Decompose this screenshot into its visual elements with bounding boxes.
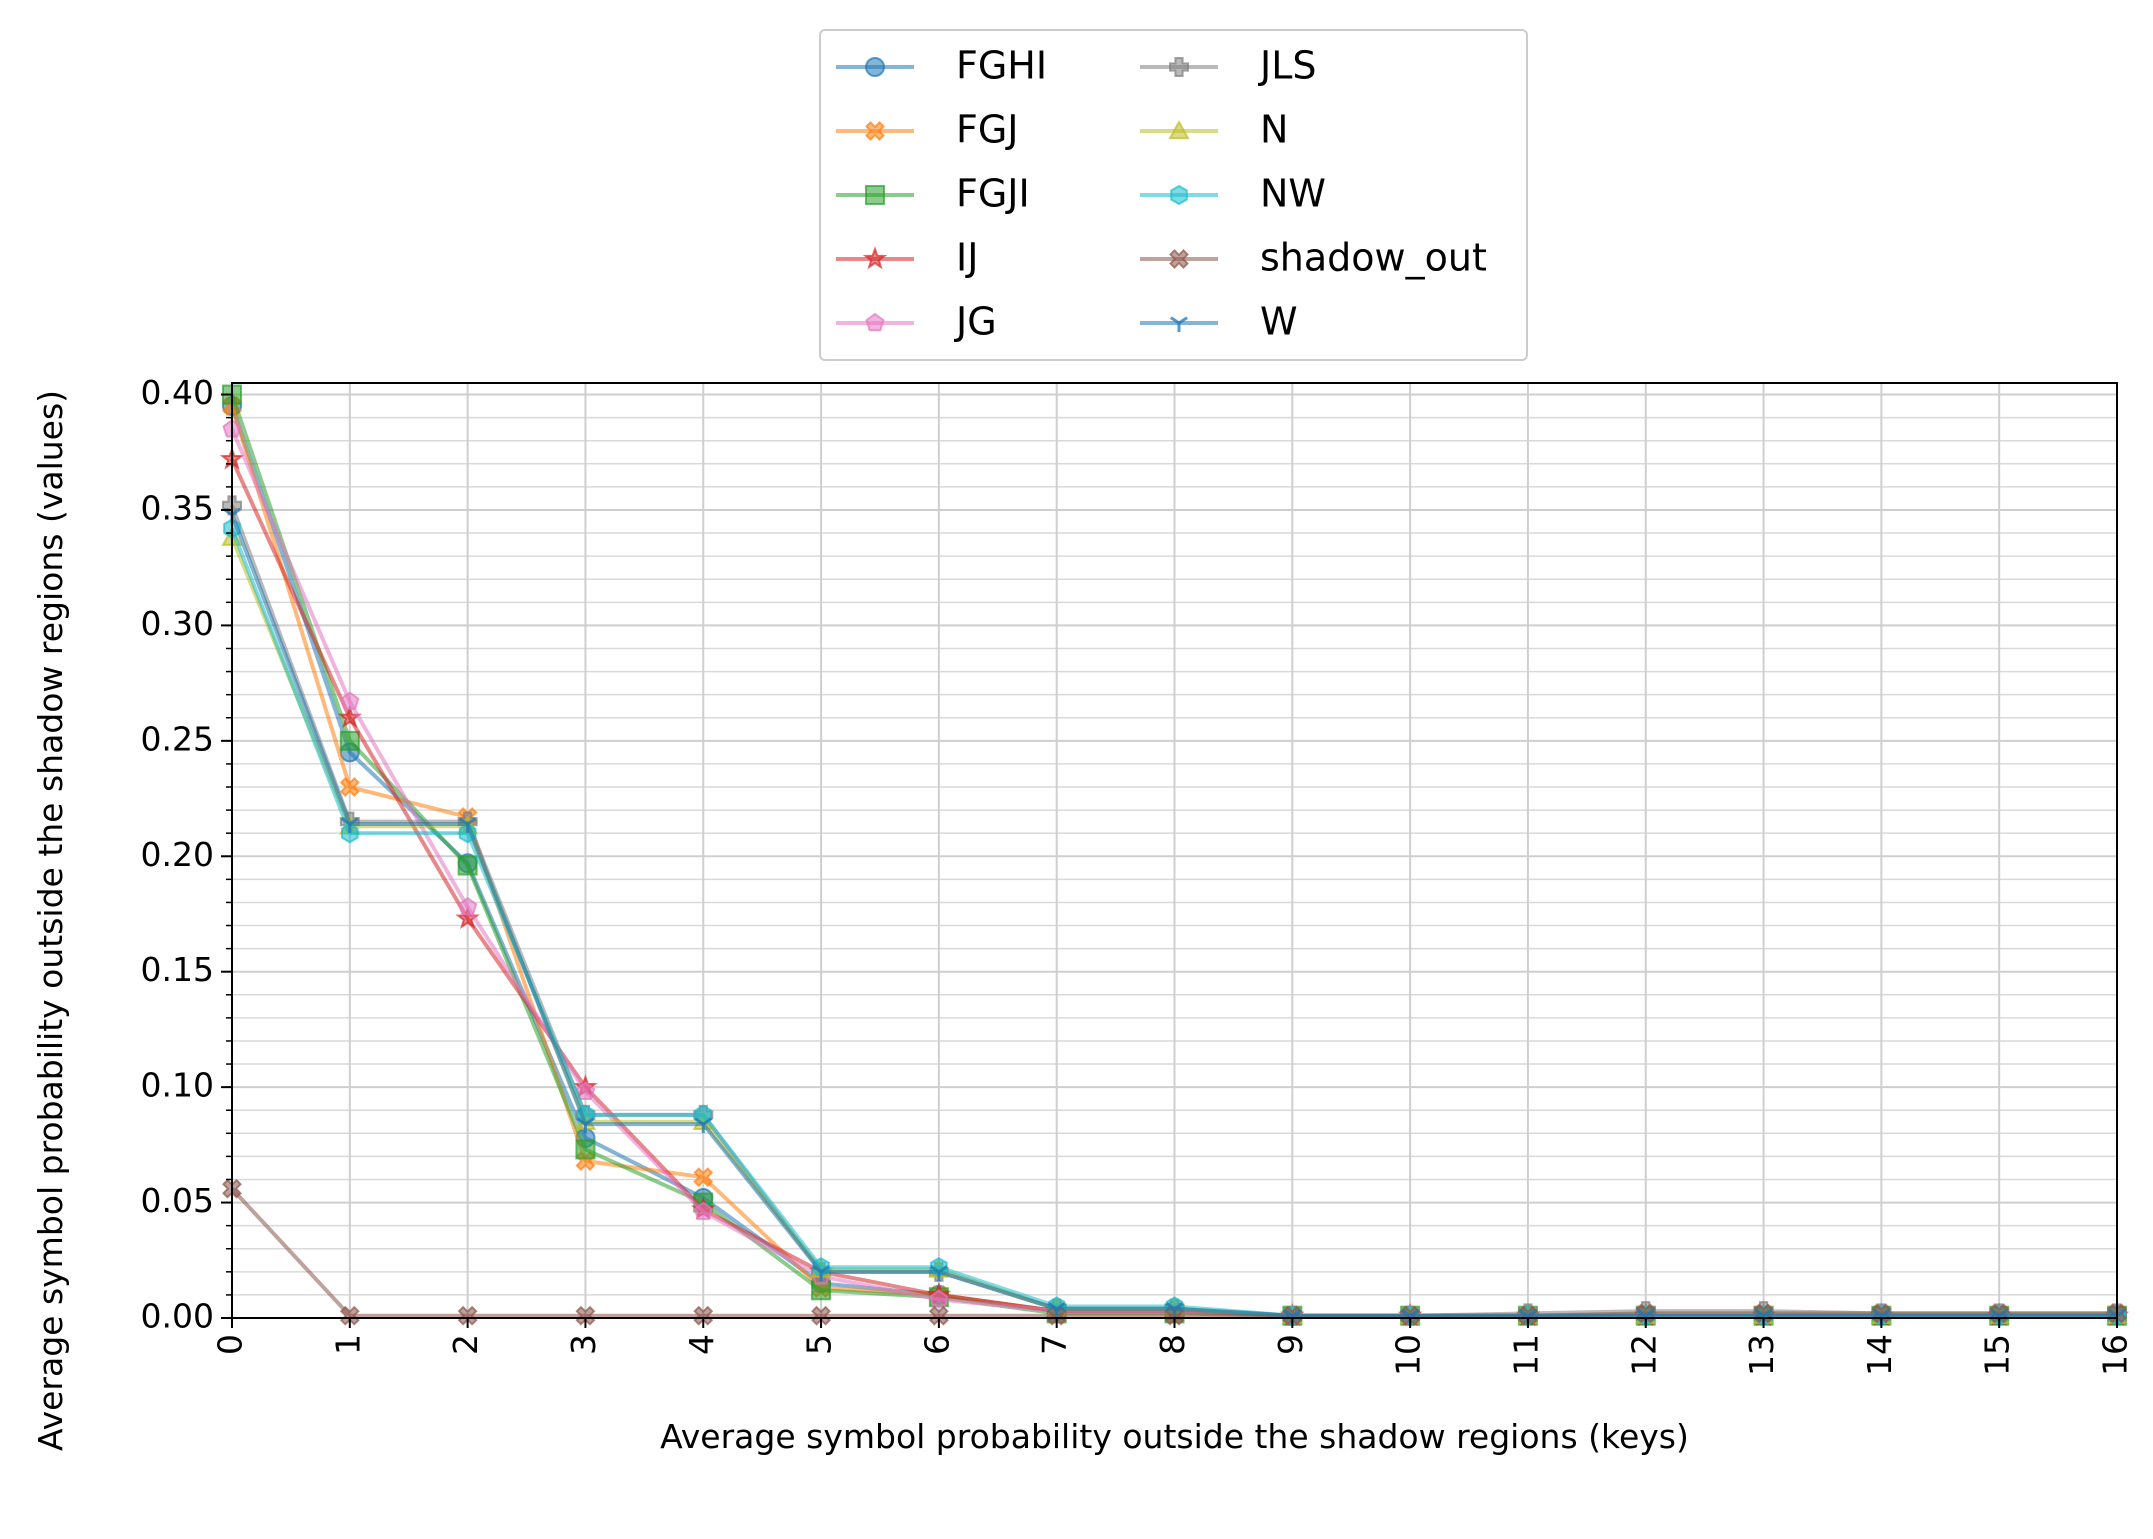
x-tick-label: 7 [1035,1334,1074,1355]
data-point [339,777,360,797]
legend-label: N [1260,108,1288,152]
x-tick-label: 10 [1389,1334,1428,1376]
x-tick-label: 16 [2096,1334,2135,1376]
x-tick-label: 5 [800,1334,839,1355]
legend-label: W [1260,300,1298,344]
y-axis: 0.00 0.05 0.10 0.15 0.20 0.25 0.30 0.35 0.40 [141,373,232,1336]
data-point [693,1201,713,1221]
data-point [457,896,478,916]
legend: FGHI FGJ FGJI IJ JG JLS N NW shadow_out W [819,29,1528,361]
x-tick-label: 1 [328,1334,367,1355]
legend-label: FGJ [956,108,1019,152]
x-tick-label: 13 [1742,1334,1781,1376]
legend-label: IJ [956,236,978,280]
data-point [457,855,478,876]
legend-item-IJ: IJ [836,236,978,280]
data-point [865,57,885,77]
x-tick-label: 12 [1624,1334,1663,1376]
data-point [929,1265,948,1281]
y-tick-label: 0.20 [141,835,214,874]
data-point [576,1117,595,1134]
x-tick-label: 3 [564,1334,603,1355]
legend-label: FGJI [956,172,1030,216]
data-point [862,246,888,270]
legend-item-NW: NW [1140,172,1326,216]
data-point [1170,184,1188,206]
legend-label: FGHI [956,44,1047,88]
data-point [865,312,885,332]
y-tick-label: 0.40 [141,373,214,412]
data-point [458,817,477,833]
legend-item-FGJI: FGJI [836,172,1030,216]
data-point [928,1305,949,1326]
data-point [1168,119,1190,140]
y-axis-title: Average symbol probability outside the s… [31,390,70,1451]
legend-item-shadow_out: shadow_out [1140,236,1487,280]
x-tick-label: 14 [1860,1334,1899,1376]
y-tick-label: 0.15 [141,950,214,989]
legend-label: shadow_out [1260,236,1487,280]
x-tick-label: 15 [1978,1334,2017,1376]
x-tick-label: 6 [917,1334,956,1355]
data-point [575,1305,596,1326]
data-point [694,1117,713,1134]
x-tick-label: 8 [1153,1334,1192,1355]
y-tick-label: 0.05 [141,1181,214,1220]
y-tick-label: 0.00 [141,1297,214,1336]
y-tick-label: 0.35 [141,488,214,527]
data-point [865,121,885,141]
x-tick-label: 11 [1506,1334,1545,1376]
legend-item-JLS: JLS [1140,44,1317,88]
x-axis: 0 1 2 3 4 5 6 7 8 9 10 11 12 13 14 15 16 [211,1318,2135,1376]
data-point [812,1265,830,1281]
data-point [1165,1302,1184,1318]
data-point [1047,1302,1066,1318]
x-axis-title: Average symbol probability outside the s… [660,1417,1689,1456]
data-point [340,817,359,833]
x-tick-label: 9 [1271,1334,1310,1355]
legend-item-W: W [1140,300,1298,344]
legend-item-JG: JG [836,300,997,344]
legend-label: JLS [1258,44,1317,88]
x-tick-label: 4 [682,1334,721,1355]
data-point [929,1289,949,1308]
data-point [1169,249,1189,269]
data-point [865,185,885,205]
data-point [1169,57,1189,77]
legend-item-N: N [1140,108,1288,152]
data-point [693,1305,714,1326]
y-tick-label: 0.10 [141,1066,214,1105]
legend-label: NW [1260,172,1326,216]
x-tick-label: 0 [211,1334,250,1355]
data-point [339,1305,360,1326]
data-point [575,1081,596,1101]
data-point [340,691,360,710]
data-point [811,1305,832,1326]
legend-label: JG [954,300,997,344]
data-point [457,1305,478,1326]
legend-item-FGHI: FGHI [836,44,1047,88]
data-point [341,823,359,844]
y-tick-label: 0.25 [141,719,214,758]
data-point [1170,316,1188,332]
x-tick-label: 2 [446,1334,485,1355]
data-point [339,730,360,751]
legend-item-FGJ: FGJ [836,108,1019,152]
y-tick-label: 0.30 [141,604,214,643]
data-point [693,1167,714,1188]
data-point [575,1139,596,1160]
